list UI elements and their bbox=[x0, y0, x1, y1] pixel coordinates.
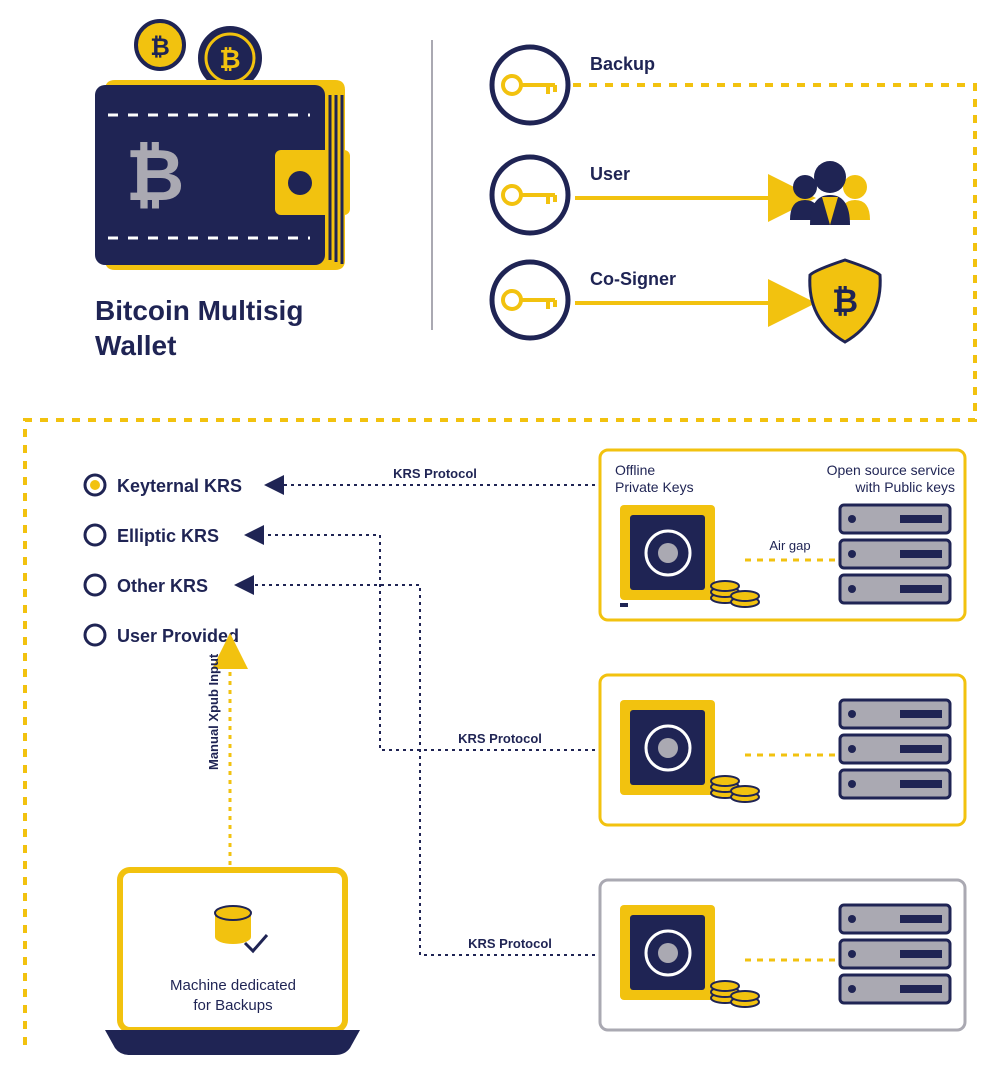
protocol-label: KRS Protocol bbox=[393, 466, 477, 481]
server-box-3 bbox=[600, 880, 965, 1030]
key-icon bbox=[503, 291, 555, 309]
krs-option[interactable]: Other KRS bbox=[85, 575, 208, 596]
option-label: User Provided bbox=[117, 626, 239, 646]
key-user: User bbox=[492, 157, 870, 233]
svg-text:₿: ₿ bbox=[832, 283, 858, 319]
key-cosigner: Co-Signer ₿ bbox=[492, 260, 880, 342]
protocol-label: KRS Protocol bbox=[458, 731, 542, 746]
key-label: Co-Signer bbox=[590, 269, 676, 289]
option-label: Elliptic KRS bbox=[117, 526, 219, 546]
key-icon bbox=[503, 76, 555, 94]
database-icon bbox=[215, 906, 267, 951]
key-label: User bbox=[590, 164, 630, 184]
protocol-label: KRS Protocol bbox=[468, 936, 552, 951]
page-title-2: Wallet bbox=[95, 330, 176, 361]
option-label: Keyternal KRS bbox=[117, 476, 242, 496]
manual-input-label: Manual Xpub Input bbox=[206, 653, 221, 770]
svg-text:Private Keys: Private Keys bbox=[615, 479, 694, 495]
airgap-label: Air gap bbox=[769, 538, 810, 553]
svg-text:₿: ₿ bbox=[150, 34, 170, 61]
key-icon bbox=[503, 186, 555, 204]
laptop-label-1: Machine dedicated bbox=[170, 977, 296, 994]
protocol-line-2 bbox=[260, 535, 595, 750]
shield-icon: ₿ bbox=[810, 260, 880, 342]
safe-icon bbox=[620, 505, 715, 605]
laptop-label-2: for Backups bbox=[193, 997, 272, 1014]
left-label: Offline bbox=[615, 462, 655, 478]
krs-options: Keyternal KRS Elliptic KRS Other KRS Use… bbox=[85, 475, 242, 646]
coins-icon bbox=[711, 581, 759, 607]
option-label: Other KRS bbox=[117, 576, 208, 596]
people-icon bbox=[790, 161, 870, 225]
laptop-icon: Machine dedicated for Backups bbox=[105, 870, 360, 1055]
right-label: Open source service bbox=[827, 462, 956, 478]
svg-text:₿: ₿ bbox=[126, 136, 185, 216]
wallet-icon: ₿ ₿ ₿ bbox=[95, 21, 350, 270]
krs-option[interactable]: Keyternal KRS bbox=[85, 475, 242, 496]
key-label: Backup bbox=[590, 54, 655, 74]
server-box-1: Offline Private Keys Open source service… bbox=[600, 450, 965, 620]
diagram-root: ₿ ₿ ₿ Bitcoin Multisig Wallet /* fix: ti… bbox=[0, 0, 1000, 1077]
protocol-line-3 bbox=[250, 585, 595, 955]
krs-option[interactable]: User Provided bbox=[85, 625, 239, 646]
page-title: Bitcoin Multisig bbox=[95, 295, 303, 326]
servers-icon bbox=[840, 505, 950, 603]
svg-text:with Public keys: with Public keys bbox=[854, 479, 955, 495]
server-box-2 bbox=[600, 675, 965, 825]
krs-option[interactable]: Elliptic KRS bbox=[85, 525, 219, 546]
svg-text:₿: ₿ bbox=[219, 44, 240, 74]
